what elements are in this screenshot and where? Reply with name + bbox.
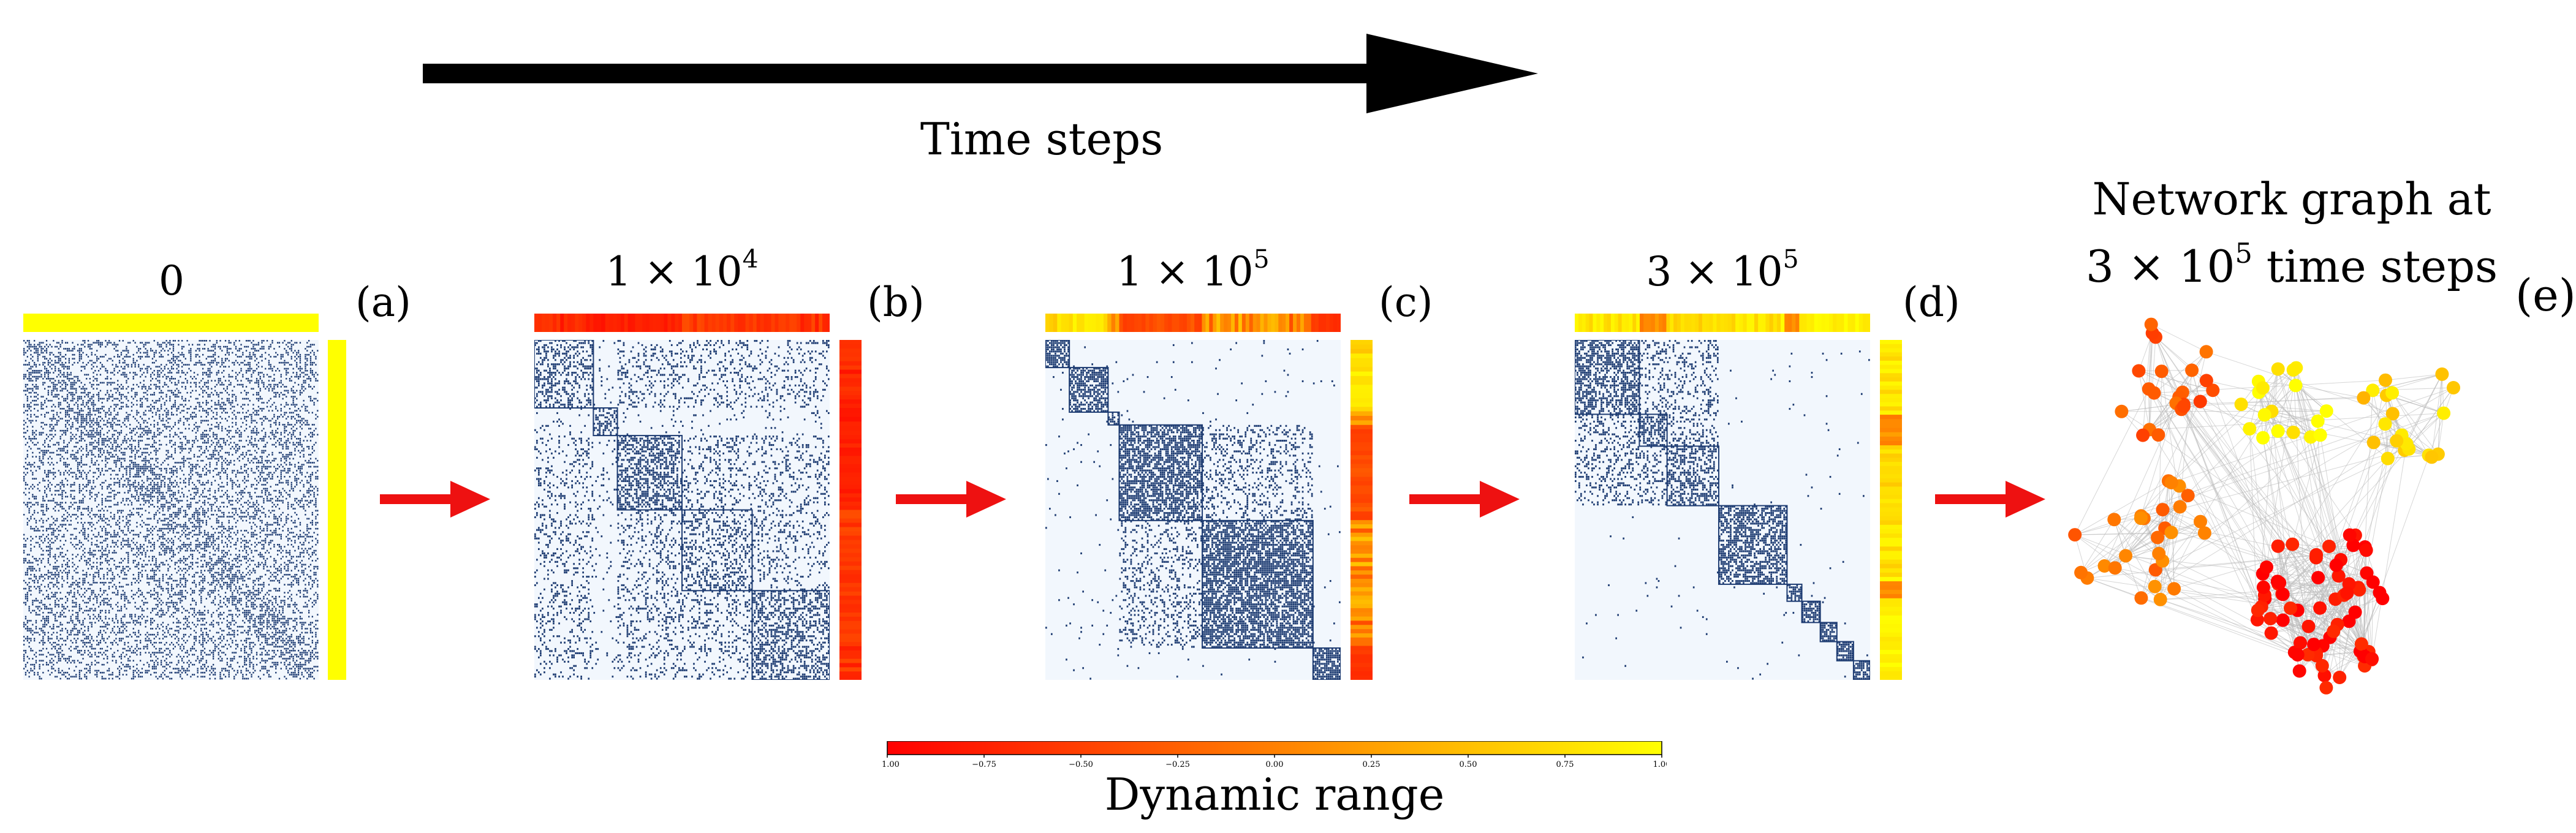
colorbar-tick-label: −1.00	[882, 760, 900, 769]
colorbar: −1.00 −0.75 −0.50 −0.25 0.00 0.25 0.50 0.75 1.00	[882, 741, 1667, 769]
panel-b-title-exponent: 4	[743, 244, 759, 274]
colorbar-tick-label: 0.25	[1363, 760, 1381, 769]
transition-arrow-b-c	[896, 481, 1006, 518]
panel-c-title-exponent: 5	[1254, 244, 1270, 274]
panel-b-top-bar	[534, 314, 830, 332]
panel-d-title-exponent: 5	[1783, 244, 1799, 274]
panel-c-title-mantissa: 1 × 10	[1116, 248, 1253, 295]
transition-arrow-d-e	[1935, 481, 2045, 518]
panel-d-side-bar	[1880, 340, 1902, 680]
colorbar-tick-label: −0.50	[1069, 760, 1093, 769]
panel-b-side-bar	[839, 340, 862, 680]
colorbar-tick-label: 0.50	[1460, 760, 1477, 769]
panel-c-label: (c)	[1379, 279, 1433, 326]
transition-arrow-a-b	[380, 481, 490, 518]
panel-a-side-bar	[328, 340, 346, 680]
panel-b-matrix	[534, 340, 830, 680]
panel-d-title-mantissa: 3 × 10	[1646, 248, 1782, 295]
colorbar-tick-label: 0.00	[1266, 760, 1284, 769]
panel-b-title-mantissa: 1 × 10	[605, 248, 742, 295]
colorbar-tick-label: 0.75	[1556, 760, 1574, 769]
colorbar-tick-label: −0.25	[1165, 760, 1190, 769]
network-title-line2: 3 × 105 time steps	[2077, 233, 2506, 306]
transition-arrow-c-d	[1409, 481, 1520, 518]
panel-d-top-bar	[1575, 314, 1870, 332]
panel-c-top-bar	[1045, 314, 1341, 332]
panel-b-title: 1 × 104	[534, 244, 830, 295]
colorbar-tick-label: 1.00	[1653, 760, 1667, 769]
panel-a-matrix	[23, 340, 319, 680]
panel-d-title: 3 × 105	[1575, 244, 1870, 295]
network-title: Network graph at 3 × 105 time steps	[2077, 165, 2506, 306]
time-arrow-label: Time steps	[858, 113, 1225, 165]
panel-d-label: (d)	[1903, 279, 1960, 326]
panel-c-title: 1 × 105	[1045, 244, 1341, 295]
colorbar-label: Dynamic range	[1091, 769, 1458, 820]
panel-b-label: (b)	[867, 279, 925, 326]
network-title-line1: Network graph at	[2077, 165, 2506, 233]
colorbar-tick-label: −0.75	[972, 760, 996, 769]
network-graph	[2068, 317, 2460, 695]
panel-a-title-text: 0	[159, 257, 184, 304]
panel-c-matrix	[1045, 340, 1341, 680]
panel-a-title: 0	[25, 257, 319, 304]
panel-d-matrix	[1575, 340, 1870, 680]
panel-a-top-bar	[23, 314, 319, 332]
panel-c-side-bar	[1351, 340, 1373, 680]
network-label: (e)	[2515, 270, 2576, 321]
panel-a-label: (a)	[355, 279, 411, 326]
time-arrow	[423, 34, 1538, 113]
